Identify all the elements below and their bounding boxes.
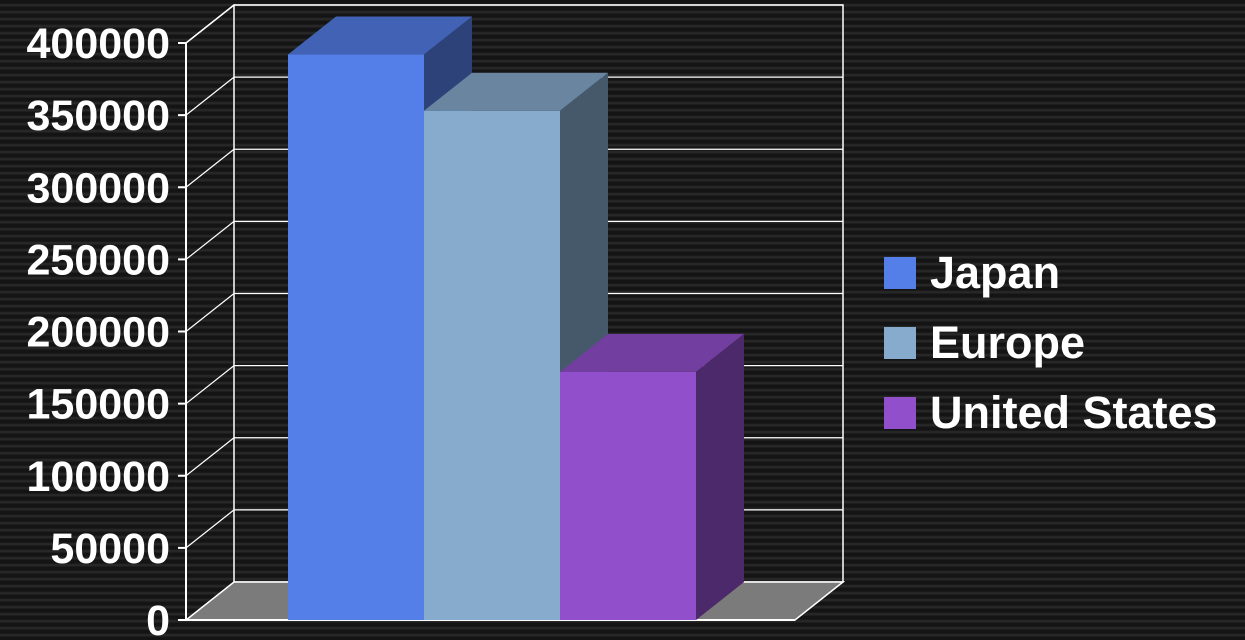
gridline-side-350000 bbox=[185, 76, 235, 116]
legend-item-japan: Japan bbox=[884, 238, 1218, 308]
legend-item-united-states: United States bbox=[884, 378, 1218, 448]
y-tick-label-150000: 150000 bbox=[27, 381, 171, 429]
y-tick-label-0: 0 bbox=[146, 597, 170, 640]
y-tick-label-350000: 350000 bbox=[27, 92, 171, 140]
gridline-side-150000 bbox=[185, 365, 235, 405]
gridline-side-250000 bbox=[185, 220, 235, 260]
legend-swatch-japan bbox=[884, 257, 916, 289]
side-wall-edge bbox=[185, 4, 235, 44]
legend-item-europe: Europe bbox=[884, 308, 1218, 378]
legend-label-japan: Japan bbox=[930, 247, 1061, 298]
y-tick-label-100000: 100000 bbox=[27, 453, 171, 501]
legend-label-united-states: United States bbox=[930, 387, 1218, 438]
legend-swatch-united-states bbox=[884, 397, 916, 429]
y-tick-label-200000: 200000 bbox=[27, 309, 171, 357]
bar-top-europe bbox=[424, 72, 608, 111]
bar-united-states bbox=[560, 371, 696, 620]
gridline-side-200000 bbox=[185, 293, 235, 332]
legend: Japan Europe United States bbox=[884, 238, 1218, 448]
bar-japan bbox=[288, 54, 424, 621]
y-tick-label-250000: 250000 bbox=[27, 236, 171, 284]
bar-top-united-states bbox=[560, 333, 744, 372]
legend-swatch-europe bbox=[884, 327, 916, 359]
bars bbox=[288, 16, 744, 621]
bar-side-united-states bbox=[696, 333, 744, 620]
bar-europe bbox=[424, 110, 560, 621]
gridline-side-300000 bbox=[185, 148, 235, 188]
gridline-side-100000 bbox=[185, 437, 235, 477]
y-tick-label-400000: 400000 bbox=[27, 20, 171, 68]
gridline-side-50000 bbox=[185, 509, 235, 549]
y-tick-label-300000: 300000 bbox=[27, 164, 171, 212]
y-ticks: 0 50000 100000 150000 200000 250000 300000 3500… bbox=[27, 20, 186, 640]
legend-label-europe: Europe bbox=[930, 317, 1086, 368]
bar-top-japan bbox=[288, 16, 472, 55]
y-tick-label-50000: 50000 bbox=[50, 525, 170, 573]
